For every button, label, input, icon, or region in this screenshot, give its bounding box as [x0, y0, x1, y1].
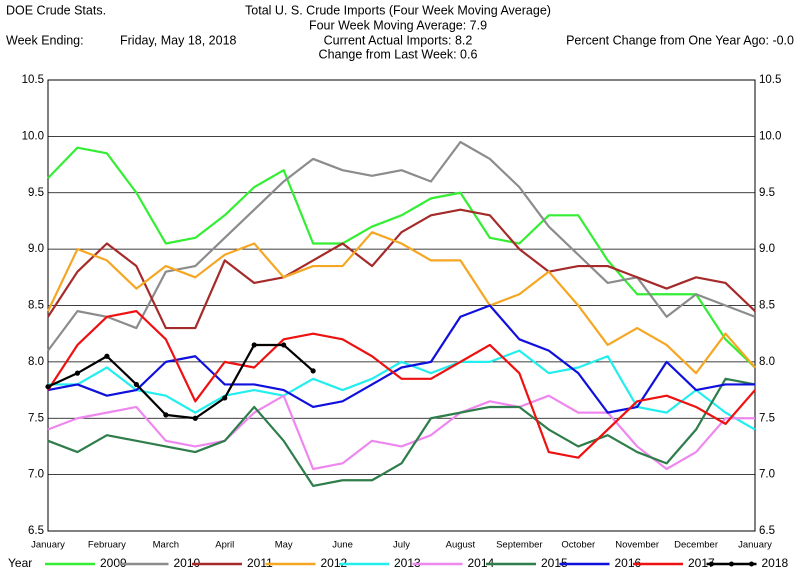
stat: Change from Last Week: 0.6: [319, 47, 478, 61]
legend-marker: [729, 561, 734, 567]
series-line: [47, 304, 755, 414]
x-tick-label: August: [446, 540, 476, 551]
y-tick-label: 7.0: [28, 469, 44, 481]
y-tick-label: 6.5: [28, 525, 44, 537]
x-tick-label: January: [31, 540, 65, 551]
x-tick-label: May: [275, 540, 293, 551]
y2-tick-label: 10.5: [759, 74, 781, 86]
legend-label: 2018: [762, 556, 789, 570]
series-marker: [310, 368, 316, 374]
series-marker: [163, 412, 169, 418]
legend-marker: [749, 561, 754, 567]
series-marker: [133, 381, 139, 388]
y-tick-label: 9.5: [28, 187, 44, 199]
series-line: [47, 377, 756, 487]
source: DOE Crude Stats.: [6, 3, 106, 17]
legend-label: 2017: [688, 556, 715, 570]
series-marker: [222, 395, 228, 401]
y-tick-label: 8.5: [28, 300, 44, 312]
series-line: [47, 231, 756, 375]
y-tick-label: 7.5: [28, 412, 44, 424]
legend-label: 2011: [247, 556, 273, 570]
legend-label: 2009: [100, 556, 127, 570]
legend-label: 2015: [541, 556, 568, 570]
x-tick-label: July: [393, 540, 410, 551]
legend-marker: [709, 561, 714, 567]
series-line: [47, 343, 314, 420]
stat: Percent Change from One Year Ago: -0.0: [566, 33, 794, 47]
chart-title: Total U. S. Crude Imports (Four Week Mov…: [245, 3, 551, 17]
series-marker: [104, 353, 110, 359]
y2-tick-label: 10.0: [759, 130, 781, 142]
series-marker: [251, 342, 257, 348]
week-date: Friday, May 18, 2018: [120, 33, 237, 47]
y2-tick-label: 8.5: [759, 300, 775, 312]
x-tick-label: March: [153, 540, 179, 551]
series-line: [47, 140, 756, 352]
series-marker: [45, 384, 51, 390]
legend-title: Year: [8, 556, 32, 570]
legend-label: 2013: [394, 556, 421, 570]
x-tick-label: December: [674, 540, 718, 551]
x-tick-label: November: [615, 540, 659, 551]
stat: Current Actual Imports: 8.2: [324, 33, 473, 47]
legend-label: 2012: [321, 556, 348, 570]
y2-tick-label: 9.0: [759, 243, 775, 255]
x-tick-label: October: [561, 540, 595, 551]
series-marker: [192, 415, 198, 421]
legend-label: 2010: [174, 556, 201, 570]
legend-label: 2016: [615, 556, 642, 570]
y2-tick-label: 9.5: [759, 187, 775, 199]
stat: Four Week Moving Average: 7.9: [309, 18, 487, 32]
y2-tick-label: 6.5: [759, 525, 775, 537]
x-tick-label: June: [332, 540, 353, 551]
y2-tick-label: 8.0: [759, 356, 775, 368]
y-tick-label: 10.5: [22, 74, 44, 86]
y-tick-label: 9.0: [28, 243, 44, 255]
series-marker: [281, 342, 287, 348]
y-tick-label: 8.0: [28, 356, 44, 368]
week-label: Week Ending:: [6, 33, 84, 47]
series-marker: [74, 370, 81, 376]
series-line: [47, 146, 756, 369]
series-line: [47, 394, 755, 471]
y-tick-label: 10.0: [22, 130, 44, 142]
series-line: [47, 310, 756, 459]
x-tick-label: February: [88, 540, 126, 551]
legend-label: 2014: [468, 556, 495, 570]
series-line: [47, 208, 756, 330]
y2-tick-label: 7.5: [759, 412, 775, 424]
x-tick-label: January: [738, 540, 772, 551]
y2-tick-label: 7.0: [759, 469, 775, 481]
x-tick-label: September: [496, 540, 542, 551]
x-tick-label: April: [215, 540, 234, 551]
